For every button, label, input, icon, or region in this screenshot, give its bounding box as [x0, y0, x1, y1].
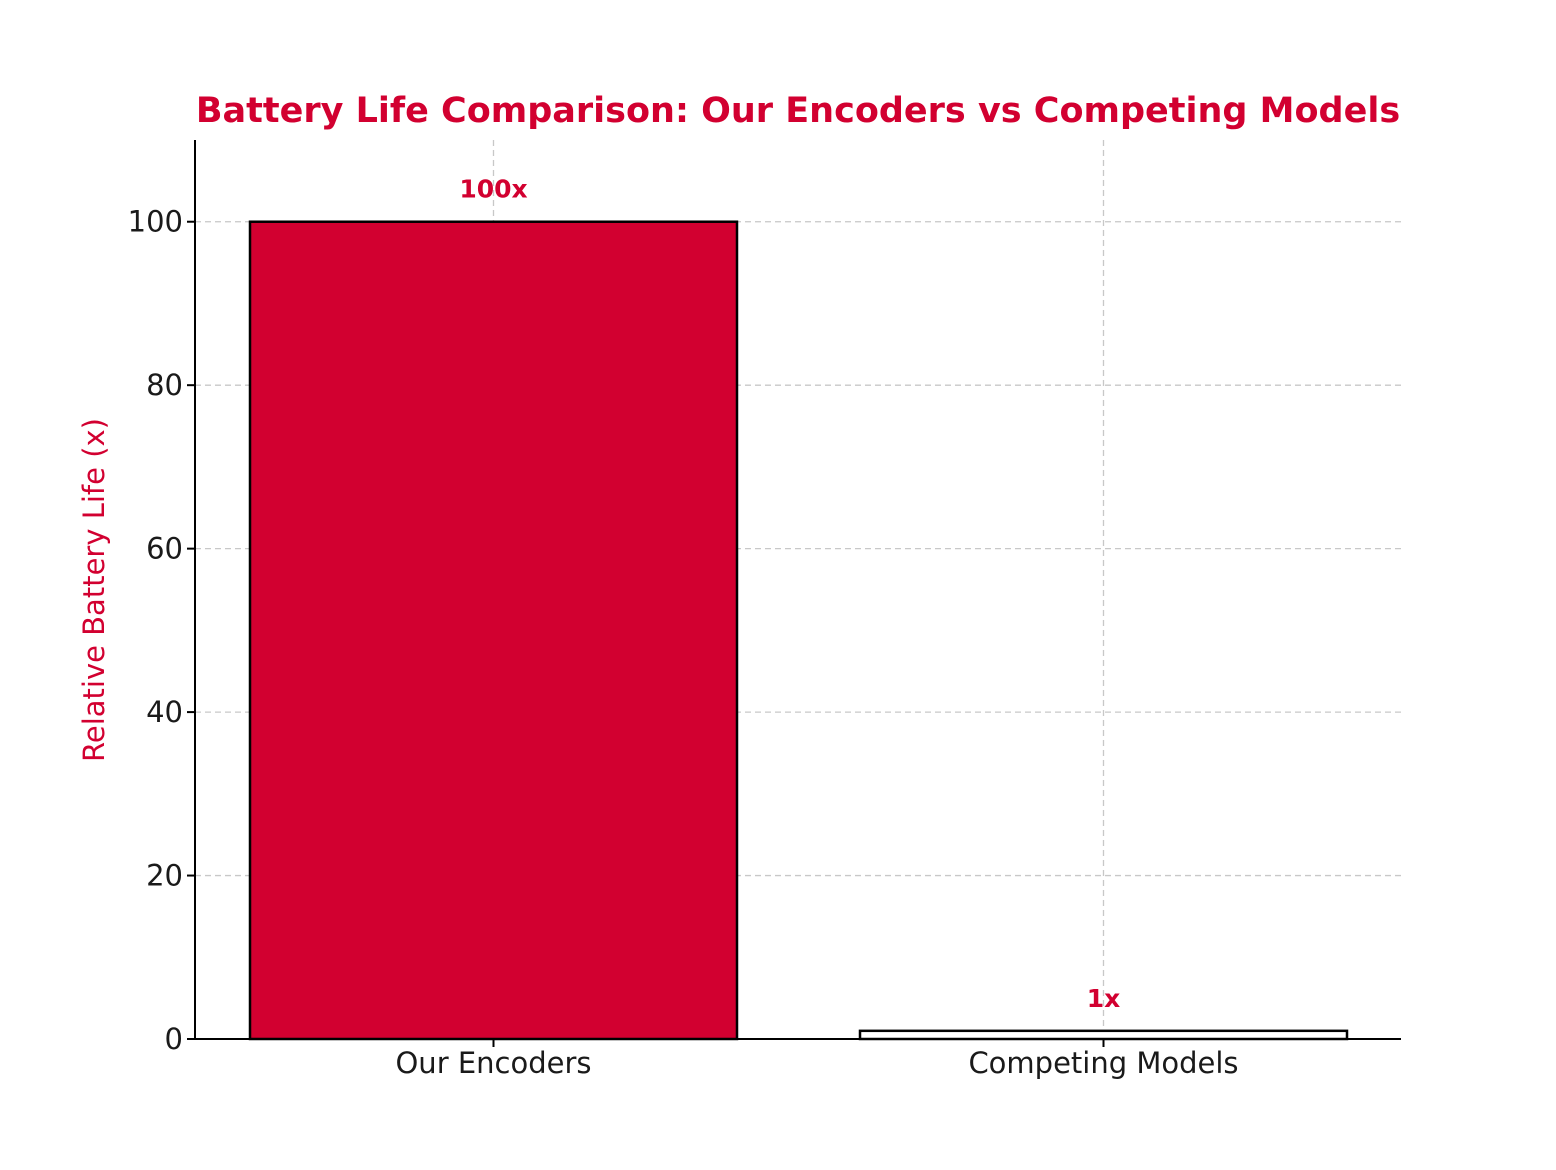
y-tick-label-100: 100 [128, 205, 183, 239]
y-tick-label-60: 60 [146, 532, 183, 566]
chart-title: Battery Life Comparison: Our Encoders vs… [196, 91, 1400, 131]
y-tick-label-40: 40 [146, 695, 183, 729]
bars [248, 220, 1349, 1041]
bar-1 [248, 220, 739, 1041]
axes [194, 140, 1401, 1040]
y-axis-label: Relative Battery Life (x) [77, 418, 111, 762]
data-labels: 100x 1x [459, 175, 1120, 1013]
bar-2 [858, 1029, 1349, 1041]
y-tick-label-80: 80 [146, 368, 183, 402]
data-label-1: 100x [459, 175, 527, 204]
y-tick-label-20: 20 [146, 859, 183, 893]
y-tick-label-0: 0 [165, 1022, 183, 1056]
ticks: 0 20 40 60 80 100 Our Encoders Competing Models [128, 205, 1239, 1080]
x-tick-label-1: Our Encoders [395, 1046, 591, 1080]
x-tick-label-2: Competing Models [968, 1046, 1238, 1080]
data-label-2: 1x [1087, 984, 1121, 1013]
